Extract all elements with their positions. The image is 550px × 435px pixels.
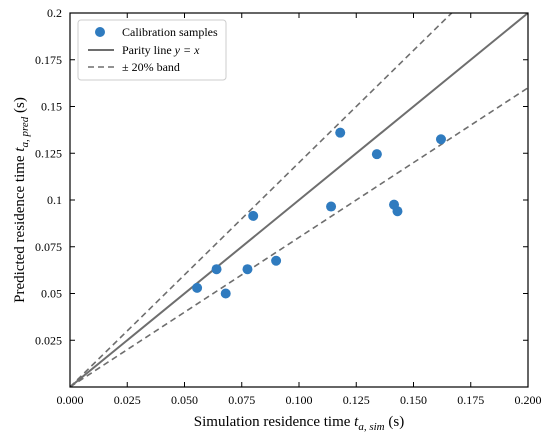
legend-label-samples: Calibration samples xyxy=(122,25,218,39)
legend: Calibration samples Parity line y = x ± 20… xyxy=(77,19,227,81)
y-tick-label: 0.075 xyxy=(35,240,62,254)
legend-label-parity: Parity line y = x xyxy=(122,43,200,57)
y-tick-label: 0.05 xyxy=(41,287,62,301)
data-point xyxy=(248,210,259,221)
x-tick-label: 0.075 xyxy=(228,393,255,407)
y-tick-label: 0.1 xyxy=(47,193,62,207)
y-tick-label: 0.15 xyxy=(41,100,62,114)
data-point xyxy=(192,282,203,293)
x-tick-label: 0.150 xyxy=(400,393,427,407)
y-tick-label: 0.125 xyxy=(35,146,62,160)
parity-line xyxy=(70,13,528,387)
data-point xyxy=(371,149,382,160)
data-point xyxy=(271,255,282,266)
data-point xyxy=(242,264,253,275)
legend-label-band: ± 20% band xyxy=(122,60,180,74)
y-tick-label: 0.175 xyxy=(35,53,62,67)
x-axis-title: Simulation residence time ta, sim (s) xyxy=(194,414,404,433)
x-tick-label: 0.175 xyxy=(457,393,484,407)
data-point xyxy=(392,206,403,217)
x-tick-label: 0.000 xyxy=(57,393,84,407)
x-tick-label: 0.125 xyxy=(343,393,370,407)
data-point xyxy=(335,127,346,138)
x-tick-label: 0.050 xyxy=(171,393,198,407)
axes: 0.000 0.025 0.050 0.075 0.100 0.125 0.150 0.175… xyxy=(12,6,542,433)
data-point xyxy=(326,201,337,212)
y-axis-title: Predicted residence time ta, pred (s) xyxy=(12,97,31,303)
data-point xyxy=(211,264,222,275)
plot-area xyxy=(70,13,528,387)
legend-box xyxy=(77,19,227,81)
x-tick-label: 0.200 xyxy=(515,393,542,407)
x-tick-label: 0.025 xyxy=(114,393,141,407)
data-point xyxy=(220,288,231,299)
y-tick-label: 0.2 xyxy=(47,6,62,20)
lower-band-line xyxy=(70,87,528,387)
y-tick-label: 0.025 xyxy=(35,333,62,347)
data-point xyxy=(435,134,446,145)
legend-marker-samples xyxy=(95,27,105,37)
x-tick-label: 0.100 xyxy=(286,393,313,407)
